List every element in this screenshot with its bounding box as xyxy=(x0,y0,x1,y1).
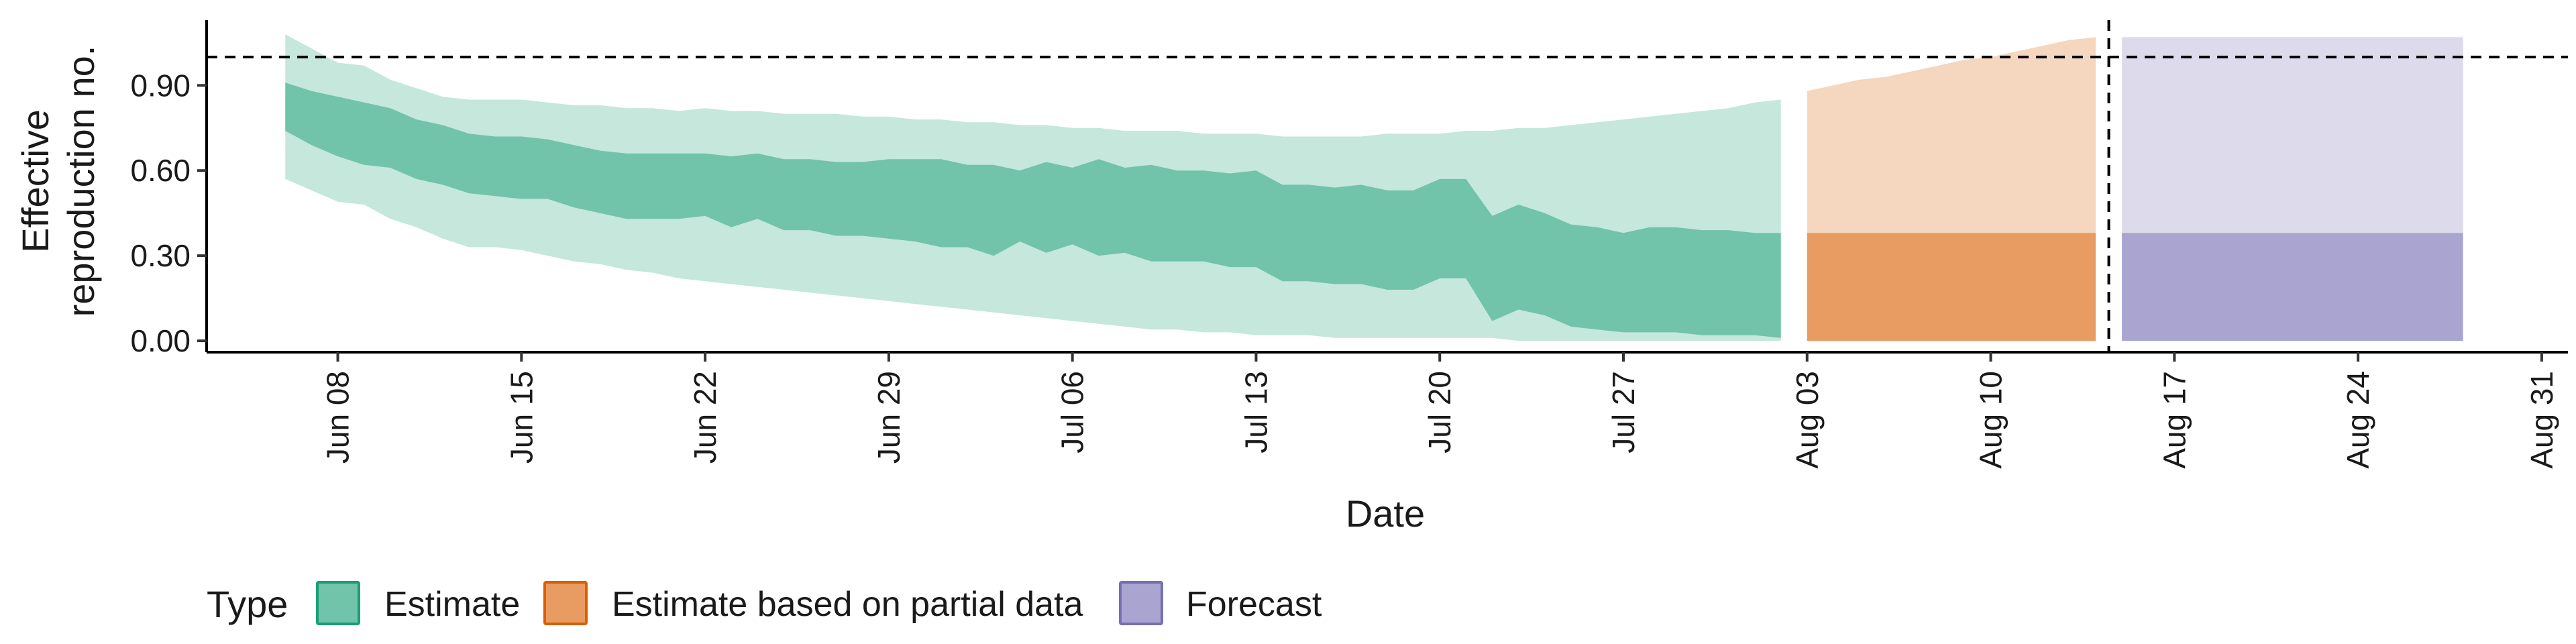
x-tick-label: Jul 27 xyxy=(1606,371,1641,453)
x-tick-label: Jun 22 xyxy=(688,371,722,464)
x-tick-label: Jun 15 xyxy=(504,371,539,464)
x-tick-label: Jun 29 xyxy=(871,371,906,464)
legend-swatch-estimate xyxy=(316,581,360,625)
y-tick-label: 0.00 xyxy=(130,323,191,358)
forecast-inner-band xyxy=(2122,233,2463,341)
legend: Type Estimate Estimate based on partial … xyxy=(207,581,1322,625)
y-tick-label: 0.90 xyxy=(130,68,191,103)
y-ticks: 0.00 0.30 0.60 0.90 xyxy=(130,68,207,358)
legend-label-forecast: Forecast xyxy=(1186,585,1322,624)
y-tick-label: 0.30 xyxy=(130,238,191,273)
x-tick-label: Jul 13 xyxy=(1238,371,1273,453)
y-axis-title-line-1: Effective xyxy=(14,109,56,253)
x-tick-label: Aug 17 xyxy=(2157,371,2192,469)
x-tick-label: Jul 20 xyxy=(1422,371,1457,453)
legend-swatch-forecast xyxy=(1119,581,1163,625)
estimate-inner-band xyxy=(285,83,1781,338)
legend-title: Type xyxy=(207,583,288,625)
x-tick-label: Aug 24 xyxy=(2341,371,2375,469)
legend-label-estimate: Estimate xyxy=(384,585,520,624)
legend-label-partial: Estimate based on partial data xyxy=(612,585,1083,624)
reference-lines xyxy=(207,20,2568,352)
x-tick-label: Jul 06 xyxy=(1055,371,1090,453)
estimate-based-on-partial-data-inner-band xyxy=(1807,233,2096,341)
x-tick-label: Aug 10 xyxy=(1974,371,2008,469)
x-tick-label: Jun 08 xyxy=(321,371,356,464)
y-axis-title-line-2: reproduction no. xyxy=(60,46,102,317)
y-tick-label: 0.60 xyxy=(130,153,191,188)
x-tick-label: Aug 03 xyxy=(1790,371,1825,469)
x-axis-title: Date xyxy=(1346,492,1425,535)
legend-swatch-partial xyxy=(543,581,588,625)
x-ticks: Jun 08 Jun 15 Jun 22 Jun 29 Jul 06 Jul 13 Jul … xyxy=(321,352,2559,469)
x-tick-label: Aug 31 xyxy=(2524,371,2559,469)
plot-bands xyxy=(285,34,2463,341)
